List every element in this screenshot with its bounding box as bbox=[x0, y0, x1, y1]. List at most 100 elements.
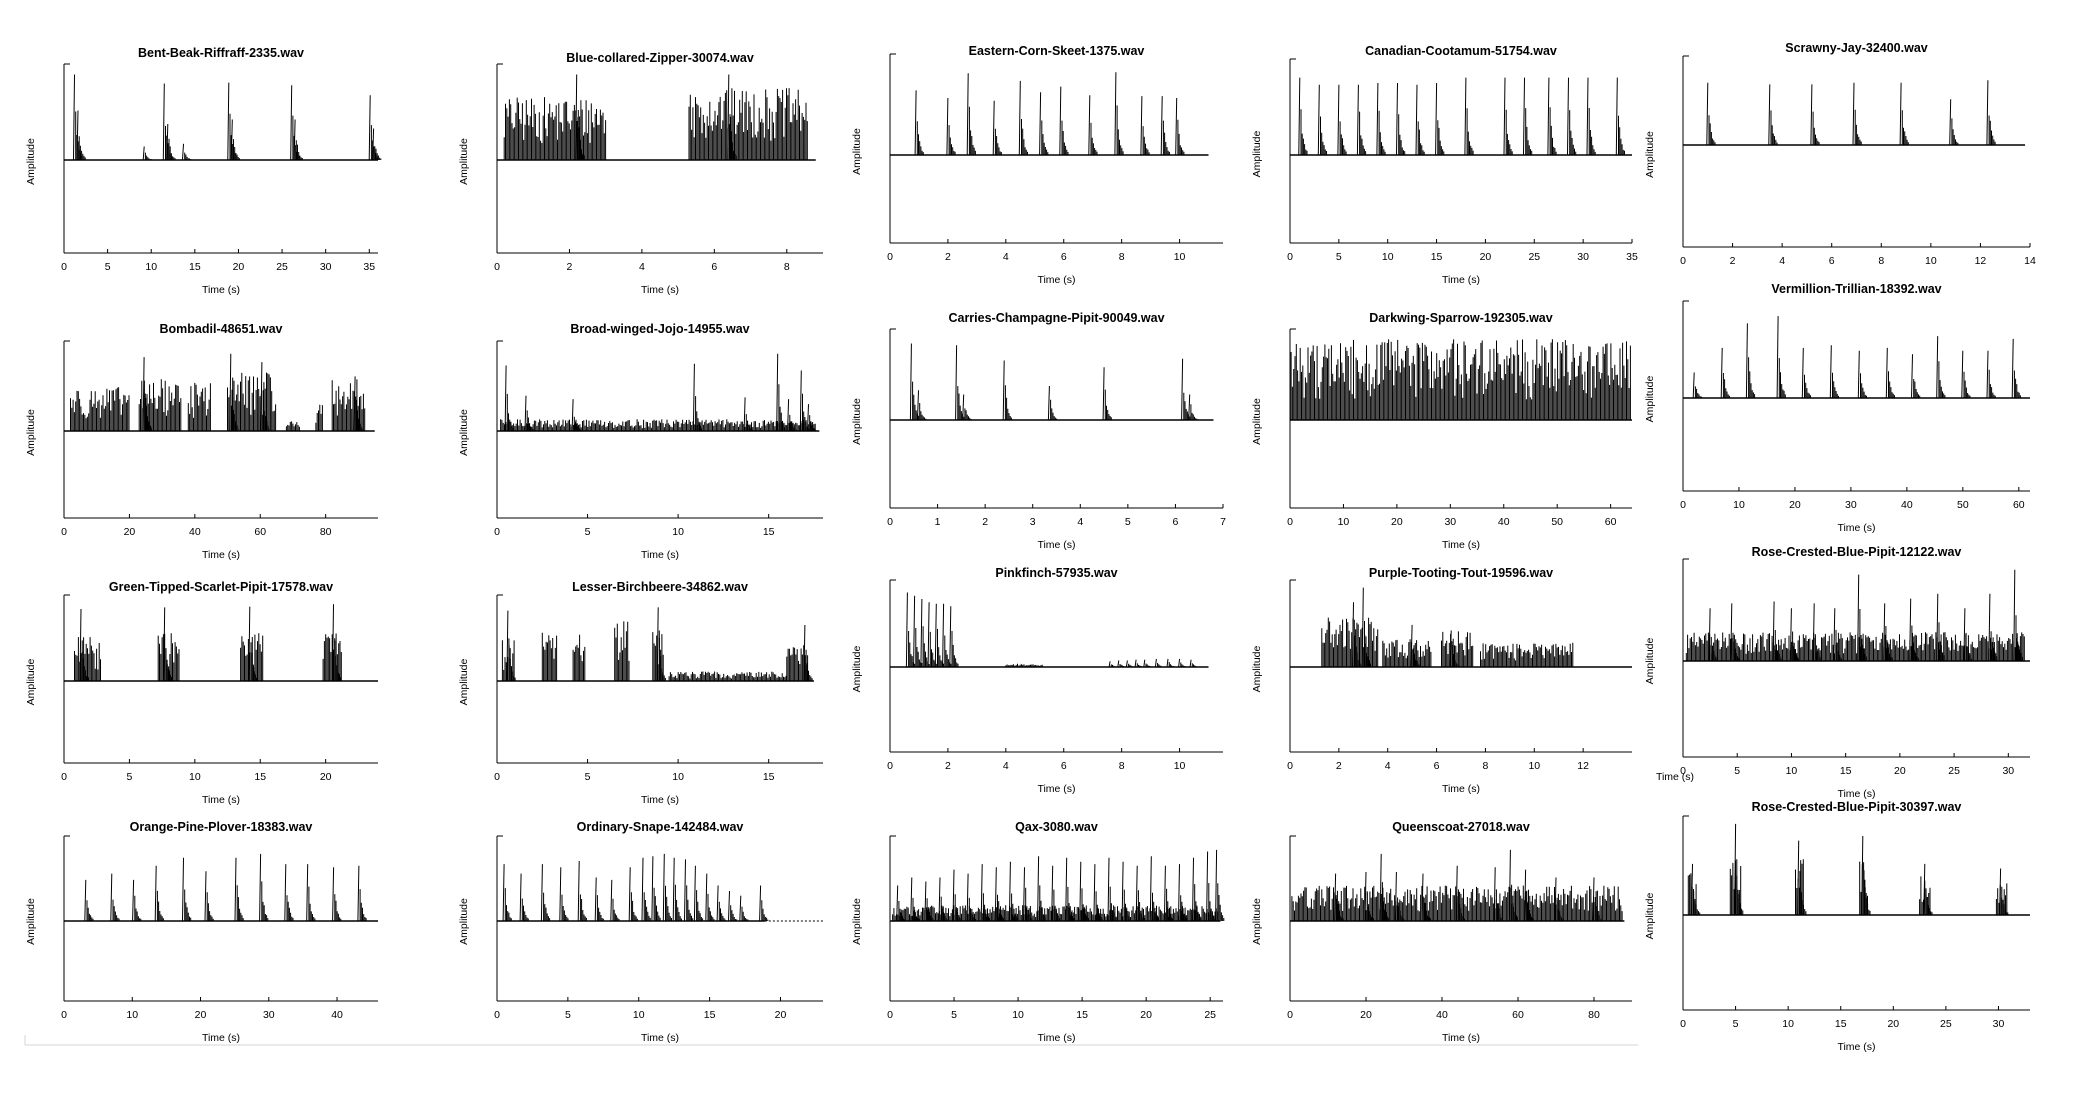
waveform-peak bbox=[154, 865, 164, 922]
x-tick-label: 5 bbox=[1336, 251, 1342, 263]
waveform-peak bbox=[739, 895, 749, 922]
x-tick-label: 60 bbox=[1605, 516, 1617, 528]
waveform-peak bbox=[1899, 82, 1909, 146]
waveform-burst bbox=[187, 382, 211, 431]
waveform-peak bbox=[1692, 372, 1702, 399]
x-tick-label: 5 bbox=[1734, 765, 1740, 777]
waveform-peak bbox=[1178, 658, 1188, 668]
waveform-peak bbox=[353, 376, 363, 432]
x-tick-label: 20 bbox=[233, 261, 245, 273]
waveform-peak bbox=[1181, 358, 1191, 421]
y-axis-label: Amplitude bbox=[851, 398, 863, 445]
waveform-peak bbox=[332, 604, 342, 682]
x-tick-label: 35 bbox=[363, 261, 375, 273]
waveform-peak bbox=[1188, 394, 1198, 421]
panel-title: Darkwing-Sparrow-192305.wav bbox=[1369, 311, 1552, 325]
x-tick-label: 0 bbox=[61, 1009, 67, 1021]
waveform-peak bbox=[1449, 630, 1459, 668]
waveform-peak bbox=[1107, 857, 1117, 922]
waveform-peak bbox=[1567, 77, 1577, 156]
x-tick-label: 80 bbox=[1588, 1009, 1600, 1021]
x-tick-label: 2 bbox=[945, 760, 951, 772]
waveform-peak bbox=[656, 607, 666, 682]
waveform-peak bbox=[992, 100, 1002, 156]
x-tick-label: 15 bbox=[1835, 1018, 1847, 1030]
x-tick-label: 12 bbox=[1577, 760, 1589, 772]
y-axis bbox=[1289, 58, 1296, 243]
panel-title: Canadian-Cootamum-51754.wav bbox=[1365, 44, 1557, 58]
waveform-peak bbox=[110, 873, 120, 922]
waveform-peak bbox=[229, 353, 239, 432]
waveform-peak bbox=[1376, 82, 1386, 156]
waveform-panel: Broad-winged-Jojo-14955.wav Amplitude 0 5 10… bbox=[458, 322, 823, 561]
panel-title: Scrawny-Jay-32400.wav bbox=[1785, 41, 1928, 55]
x-tick-label: 6 bbox=[1061, 760, 1067, 772]
waveform-panel: Blue-collared-Zipper-30074.wav Amplitude 0… bbox=[458, 51, 823, 296]
waveform-panel: Canadian-Cootamum-51754.wav Amplitude 0 5 10… bbox=[1251, 44, 1638, 286]
waveform-peak bbox=[1949, 99, 1959, 146]
waveform-peak bbox=[807, 404, 817, 432]
waveform-peak bbox=[142, 146, 152, 161]
waveform-peak bbox=[577, 860, 587, 922]
waveform-peak bbox=[1215, 849, 1225, 922]
x-tick-label: 8 bbox=[1878, 255, 1884, 267]
x-axis-label: Time (s) bbox=[1837, 788, 1875, 800]
y-axis bbox=[1289, 579, 1296, 752]
x-tick-label: 30 bbox=[1845, 499, 1857, 511]
waveform-peak bbox=[920, 598, 930, 668]
x-tick-label: 6 bbox=[1829, 255, 1835, 267]
y-axis-label: Amplitude bbox=[458, 138, 470, 185]
x-tick-label: 10 bbox=[1528, 760, 1540, 772]
waveform-peak bbox=[1108, 661, 1118, 668]
waveform-peak bbox=[284, 864, 294, 922]
x-tick-label: 0 bbox=[1287, 516, 1293, 528]
waveform-peak bbox=[524, 395, 534, 432]
waveform-peak bbox=[1149, 856, 1159, 922]
waveform-peak bbox=[1691, 863, 1701, 916]
x-axis-label: Time (s) bbox=[641, 284, 679, 296]
x-tick-label: 25 bbox=[1528, 251, 1540, 263]
waveform-peak bbox=[1988, 593, 1998, 662]
x-tick-label: 30 bbox=[320, 261, 332, 273]
x-tick-label: 0 bbox=[494, 771, 500, 783]
waveform-peak bbox=[79, 608, 89, 682]
x-tick-label: 30 bbox=[1444, 516, 1456, 528]
waveform-peak bbox=[248, 606, 258, 682]
waveform-peak bbox=[1160, 96, 1170, 156]
waveform-peak bbox=[230, 119, 240, 161]
x-tick-label: 8 bbox=[1119, 760, 1125, 772]
y-axis-label: Amplitude bbox=[1644, 638, 1656, 685]
waveform-burst bbox=[1382, 639, 1432, 667]
panel-title: Carries-Champagne-Pipit-90049.wav bbox=[948, 311, 1164, 325]
waveform-peak bbox=[1768, 84, 1778, 146]
waveform-peak bbox=[1298, 77, 1308, 156]
waveform-peak bbox=[966, 873, 976, 922]
x-tick-label: 20 bbox=[320, 771, 332, 783]
x-tick-label: 20 bbox=[1789, 499, 1801, 511]
waveform-peak bbox=[1051, 865, 1061, 922]
waveform-peak bbox=[684, 859, 694, 922]
waveform-peak bbox=[1334, 873, 1344, 922]
x-tick-label: 20 bbox=[1360, 1009, 1372, 1021]
x-tick-label: 5 bbox=[126, 771, 132, 783]
waveform-peak bbox=[1455, 865, 1465, 922]
y-axis-label: Amplitude bbox=[1251, 131, 1263, 178]
waveform-peak bbox=[1047, 385, 1058, 421]
waveform-peak bbox=[1317, 84, 1327, 156]
x-tick-label: 20 bbox=[1480, 251, 1492, 263]
waveform-peak bbox=[1059, 86, 1069, 156]
x-tick-label: 10 bbox=[672, 771, 684, 783]
y-axis bbox=[496, 340, 503, 518]
x-tick-label: 60 bbox=[254, 526, 266, 538]
panel-title: Rose-Crested-Blue-Pipit-30397.wav bbox=[1752, 800, 1962, 814]
x-tick-label: 10 bbox=[1382, 251, 1394, 263]
waveform-peak bbox=[1936, 336, 1946, 399]
x-axis-label: Time (s) bbox=[1037, 539, 1075, 551]
waveform-peak bbox=[1023, 867, 1033, 922]
x-tick-label: 20 bbox=[195, 1009, 207, 1021]
waveform-peak bbox=[946, 97, 956, 156]
y-axis-label: Amplitude bbox=[1251, 898, 1263, 945]
panel-title: Broad-winged-Jojo-14955.wav bbox=[570, 322, 749, 336]
x-axis-label: Time (s) bbox=[1037, 783, 1075, 795]
x-axis-label: Time (s) bbox=[202, 284, 240, 296]
